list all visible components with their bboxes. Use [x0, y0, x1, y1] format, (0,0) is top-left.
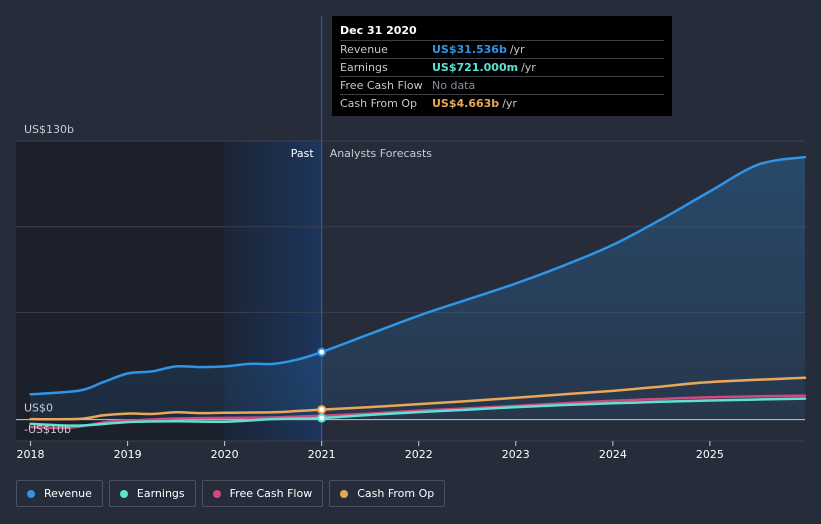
tooltip-row-earnings: Earnings US$721.000m /yr: [340, 58, 664, 76]
highlight-point-revenue: [317, 347, 327, 357]
legend-dot-icon: [119, 489, 128, 498]
x-tick-label: 2019: [114, 448, 142, 461]
tooltip-unit: /yr: [502, 97, 517, 110]
y-top-label: US$130b: [24, 123, 74, 136]
tooltip-label: Revenue: [340, 43, 388, 56]
legend-label: Free Cash Flow: [229, 487, 313, 500]
tooltip-value: US$721.000m: [432, 61, 519, 74]
x-tick-label: 2021: [308, 448, 336, 461]
legend: Revenue Earnings Free Cash Flow Cash Fro…: [16, 480, 446, 509]
tooltip-row-revenue: Revenue US$31.536b /yr: [340, 40, 664, 58]
series-line-earnings: [29, 397, 807, 427]
legend-item-free-cash-flow[interactable]: Free Cash Flow: [201, 480, 324, 507]
legend-label: Earnings: [136, 487, 185, 500]
legend-item-revenue[interactable]: Revenue: [16, 480, 103, 507]
x-tick-label: 2024: [599, 448, 627, 461]
tooltip-unit: /yr: [509, 43, 525, 56]
tooltip-row-cash-from-op: Cash From Op US$4.663b /yr: [340, 94, 664, 112]
x-tick-label: 2018: [17, 448, 45, 461]
series-line-cash-from-op: [29, 376, 807, 421]
legend-label: Revenue: [44, 487, 92, 500]
series-line-free-cash-flow: [29, 394, 807, 430]
tooltip-label: Free Cash Flow: [340, 79, 423, 92]
tooltip-date: Dec 31 2020: [340, 24, 417, 37]
tooltip-label: Cash From Op: [340, 97, 418, 110]
series-line-revenue: [29, 155, 807, 396]
tooltip-unit: /yr: [521, 61, 536, 74]
legend-item-earnings[interactable]: Earnings: [108, 480, 196, 507]
tooltip: Dec 31 2020 Revenue US$31.536b /yr Earni…: [332, 16, 672, 116]
x-tick-label: 2025: [696, 448, 724, 461]
highlight-point-cash-from-op: [317, 405, 327, 415]
legend-item-cash-from-op[interactable]: Cash From Op: [329, 480, 446, 507]
x-tick-label: 2022: [405, 448, 433, 461]
legend-dot-icon: [340, 489, 349, 498]
y-zero-label: US$0: [24, 402, 53, 415]
legend-dot-icon: [27, 489, 35, 498]
x-tick-label: 2020: [211, 448, 239, 461]
highlight-point-earnings: [317, 413, 327, 423]
legend-label: Cash From Op: [357, 487, 435, 500]
x-tick-label: 2023: [502, 448, 530, 461]
forecast-label: Analysts Forecasts: [330, 147, 433, 160]
revenue-area: [30, 157, 806, 420]
y-bottom-label: -US$10b: [24, 423, 71, 436]
tooltip-value: US$4.663b: [432, 97, 500, 110]
legend-dot-icon: [212, 489, 221, 498]
tooltip-label: Earnings: [340, 61, 388, 74]
past-label: Past: [291, 147, 315, 160]
tooltip-row-free-cash-flow: Free Cash Flow No data: [340, 76, 664, 94]
tooltip-value: US$31.536b: [432, 43, 507, 56]
tooltip-value: No data: [432, 79, 476, 92]
